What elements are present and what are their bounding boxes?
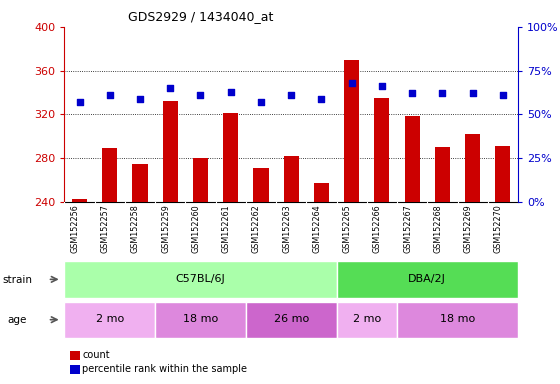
Text: GSM152256: GSM152256	[71, 205, 80, 253]
Text: GSM152260: GSM152260	[192, 205, 200, 253]
Point	[498, 92, 507, 98]
Bar	[132, 164, 148, 202]
Text: GSM152264: GSM152264	[312, 205, 321, 253]
Text: GSM152270: GSM152270	[494, 205, 503, 253]
Point	[468, 90, 477, 96]
Text: 2 mo: 2 mo	[353, 314, 381, 324]
Text: C57BL/6J: C57BL/6J	[176, 273, 225, 283]
Point	[438, 90, 447, 96]
Text: GSM152262: GSM152262	[252, 205, 261, 253]
Text: GSM152259: GSM152259	[161, 205, 170, 253]
Bar	[155, 301, 246, 338]
Bar	[374, 98, 390, 202]
Point	[347, 80, 356, 86]
Bar	[162, 101, 178, 202]
Bar	[465, 134, 480, 202]
Text: GSM152258: GSM152258	[131, 205, 140, 253]
Text: 26 mo: 26 mo	[274, 314, 309, 324]
Bar	[193, 158, 208, 202]
Bar	[254, 168, 269, 202]
Text: 2 mo: 2 mo	[96, 314, 124, 324]
Bar	[337, 301, 397, 338]
Point	[317, 96, 326, 102]
Bar	[72, 199, 87, 202]
Bar	[223, 113, 239, 202]
Point	[196, 92, 205, 98]
Text: GDS2929 / 1434040_at: GDS2929 / 1434040_at	[128, 10, 273, 23]
Text: age: age	[7, 315, 27, 325]
Bar	[283, 156, 299, 202]
Text: DBA/2J: DBA/2J	[408, 273, 446, 283]
Bar	[496, 146, 511, 202]
Bar	[64, 301, 155, 338]
Bar	[397, 301, 518, 338]
Text: GSM152257: GSM152257	[101, 205, 110, 253]
Point	[226, 88, 235, 94]
Point	[287, 92, 296, 98]
Bar	[64, 261, 337, 298]
Point	[136, 96, 144, 102]
Text: strain: strain	[3, 275, 33, 285]
Bar	[246, 301, 337, 338]
Point	[256, 99, 265, 105]
Text: GSM152267: GSM152267	[403, 205, 412, 253]
Text: GSM152261: GSM152261	[222, 205, 231, 253]
Text: 18 mo: 18 mo	[440, 314, 475, 324]
Bar	[102, 148, 118, 202]
Point	[408, 90, 417, 96]
Text: 18 mo: 18 mo	[183, 314, 218, 324]
Bar	[337, 261, 518, 298]
Bar	[314, 183, 329, 202]
Text: percentile rank within the sample: percentile rank within the sample	[82, 364, 248, 374]
Text: GSM152266: GSM152266	[373, 205, 382, 253]
Point	[75, 99, 84, 105]
Point	[105, 92, 114, 98]
Bar	[435, 147, 450, 202]
Bar	[404, 116, 420, 202]
Text: GSM152268: GSM152268	[433, 205, 442, 253]
Bar	[344, 60, 360, 202]
Text: GSM152263: GSM152263	[282, 205, 291, 253]
Point	[166, 85, 175, 91]
Text: GSM152269: GSM152269	[464, 205, 473, 253]
Point	[377, 83, 386, 89]
Text: count: count	[82, 350, 110, 360]
Text: GSM152265: GSM152265	[343, 205, 352, 253]
